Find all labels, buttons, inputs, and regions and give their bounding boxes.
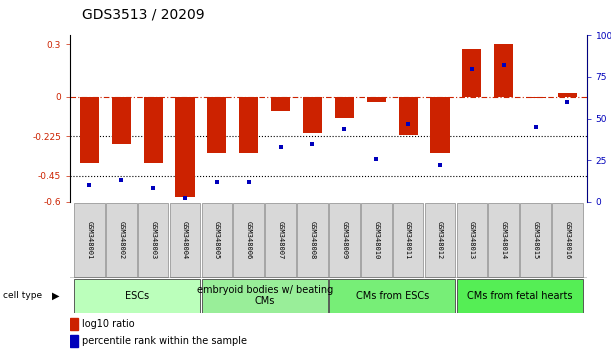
Text: ESCs: ESCs	[125, 291, 149, 301]
Bar	[558, 93, 577, 97]
Bar	[175, 97, 194, 196]
Bar	[398, 97, 418, 135]
Text: GSM348010: GSM348010	[373, 221, 379, 259]
Text: GDS3513 / 20209: GDS3513 / 20209	[82, 7, 205, 21]
Point	[499, 63, 508, 68]
Bar	[463, 50, 481, 97]
Bar	[488, 202, 519, 277]
Point	[531, 124, 541, 130]
Point	[563, 99, 573, 105]
Point	[244, 179, 254, 185]
Text: GSM348009: GSM348009	[342, 221, 347, 259]
Bar	[361, 202, 392, 277]
Bar	[207, 97, 227, 153]
Bar	[265, 202, 296, 277]
Bar	[170, 202, 200, 277]
Text: GSM348001: GSM348001	[86, 221, 92, 259]
Text: CMs from fetal hearts: CMs from fetal hearts	[467, 291, 573, 301]
Bar	[494, 44, 513, 97]
Text: GSM348005: GSM348005	[214, 221, 220, 259]
Text: GSM348014: GSM348014	[500, 221, 507, 259]
Text: GSM348006: GSM348006	[246, 221, 252, 259]
Bar	[74, 202, 104, 277]
Point	[180, 196, 190, 201]
Text: GSM348011: GSM348011	[405, 221, 411, 259]
Text: GSM348007: GSM348007	[277, 221, 284, 259]
Text: GSM348008: GSM348008	[310, 221, 315, 259]
Text: GSM348015: GSM348015	[533, 221, 538, 259]
Bar	[335, 97, 354, 118]
Point	[116, 177, 126, 183]
Bar	[329, 279, 455, 313]
Bar	[521, 202, 551, 277]
Point	[340, 126, 349, 131]
Bar	[430, 97, 450, 153]
Text: GSM348003: GSM348003	[150, 221, 156, 259]
Bar	[70, 335, 78, 347]
Bar	[393, 202, 423, 277]
Point	[435, 162, 445, 168]
Text: GSM348002: GSM348002	[119, 221, 124, 259]
Text: GSM348016: GSM348016	[565, 221, 571, 259]
Text: GSM348012: GSM348012	[437, 221, 443, 259]
Point	[212, 179, 222, 185]
Bar	[106, 202, 136, 277]
Bar	[144, 97, 163, 163]
Point	[84, 182, 94, 188]
Point	[371, 156, 381, 161]
Bar	[526, 97, 545, 98]
Text: GSM348004: GSM348004	[182, 221, 188, 259]
Text: log10 ratio: log10 ratio	[82, 319, 134, 329]
Bar	[552, 202, 583, 277]
Bar	[70, 318, 78, 330]
Bar	[367, 97, 386, 102]
Bar	[138, 202, 169, 277]
Bar	[202, 279, 327, 313]
Point	[467, 66, 477, 72]
Text: GSM348013: GSM348013	[469, 221, 475, 259]
Bar	[297, 202, 327, 277]
Bar	[112, 97, 131, 144]
Bar	[80, 97, 99, 163]
Bar	[456, 279, 583, 313]
Bar	[271, 97, 290, 111]
Text: ▶: ▶	[53, 291, 60, 301]
Bar	[456, 202, 487, 277]
Point	[307, 141, 317, 147]
Text: CMs from ESCs: CMs from ESCs	[356, 291, 429, 301]
Text: embryoid bodies w/ beating
CMs: embryoid bodies w/ beating CMs	[197, 285, 333, 307]
Bar	[74, 279, 200, 313]
Bar	[303, 97, 322, 133]
Text: percentile rank within the sample: percentile rank within the sample	[82, 336, 247, 346]
Point	[276, 144, 285, 150]
Bar	[233, 202, 264, 277]
Text: cell type: cell type	[3, 291, 42, 300]
Bar	[202, 202, 232, 277]
Bar	[425, 202, 455, 277]
Bar	[329, 202, 360, 277]
Bar	[239, 97, 258, 153]
Point	[148, 185, 158, 191]
Point	[403, 121, 413, 126]
